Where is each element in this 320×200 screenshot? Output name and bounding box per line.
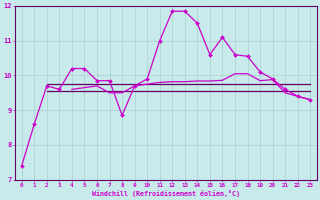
- X-axis label: Windchill (Refroidissement éolien,°C): Windchill (Refroidissement éolien,°C): [92, 190, 240, 197]
